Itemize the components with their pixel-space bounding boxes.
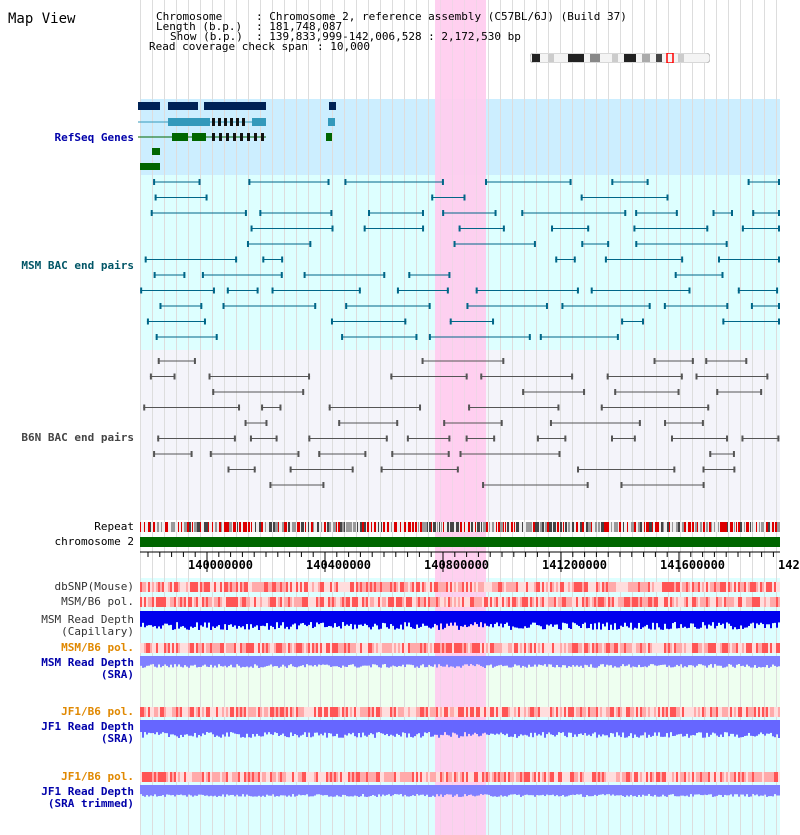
refseq-gene [138,102,160,110]
ruler-tick-label: 140000000 [188,558,254,572]
ruler-tick-label: 141600000 [660,558,726,572]
header-coverage-value: : 10,000 [317,40,370,53]
refseq-gene [192,133,206,141]
refseq-gene [140,163,160,170]
label-repeat: Repeat [94,520,134,533]
header-show-key: Show (b.p.) [170,30,243,43]
label-jf1-depth-2: (SRA) [100,732,134,745]
refseq-gene [204,102,266,110]
label-jf1-b6-pol[interactable]: JF1/B6 pol. [61,705,134,718]
refseq-gene [328,118,335,126]
label-jf1-b6-pol-trimmed[interactable]: JF1/B6 pol. [61,770,134,783]
label-msm-depth-capillary-2: (Capillary) [61,625,134,638]
refseq-gene [168,102,198,110]
label-jf1-depth-trimmed-2: (SRA trimmed) [47,797,134,810]
header-length-key: Length (b.p.) [156,20,243,33]
label-msm-b6-pol-sra[interactable]: MSM/B6 pol. [61,641,134,654]
ruler-tick-label: 140800000 [424,558,490,572]
label-b6n-bac-end-pairs[interactable]: B6N BAC end pairs [21,431,134,444]
label-jf1-depth-1[interactable]: JF1 Read Depth [41,720,134,733]
label-jf1-depth-trimmed-1[interactable]: JF1 Read Depth [41,785,134,798]
header-coverage-key: Read coverage check span [149,40,308,53]
header-chromosome-value: : Chromosome 2, reference assembly (C57B… [256,10,627,23]
map-view-title: Map View [8,11,76,27]
label-msm-depth-sra-1[interactable]: MSM Read Depth [41,656,134,669]
label-msm-bac-end-pairs[interactable]: MSM BAC end pairs [21,259,134,272]
label-msm-depth-sra-2: (SRA) [100,668,134,681]
refseq-gene [252,118,266,126]
label-dbsnp[interactable]: dbSNP(Mouse) [54,580,134,593]
header-length-value: : 181,748,087 [256,20,343,33]
chromosome-ideogram[interactable] [530,53,710,63]
refseq-gene [329,102,336,110]
refseq-gene [172,133,188,141]
refseq-gene [326,133,332,141]
header-chromosome-key: Chromosome [156,10,223,23]
label-refseq-genes[interactable]: RefSeq Genes [54,131,134,144]
refseq-gene [152,148,160,155]
ruler-tick-label: 140400000 [306,558,372,572]
header-show-value: : 139,833,999-142,006,528 : 2,172,530 bp [256,30,521,43]
label-msm-b6-pol[interactable]: MSM/B6 pol. [61,595,134,608]
ruler-tick-label: 142 [778,558,800,572]
ruler-tick-label: 141200000 [542,558,608,572]
label-msm-depth-capillary-1[interactable]: MSM Read Depth [41,613,134,626]
label-chromosome: chromosome 2 [54,535,134,548]
chromosome-bar [140,537,780,547]
